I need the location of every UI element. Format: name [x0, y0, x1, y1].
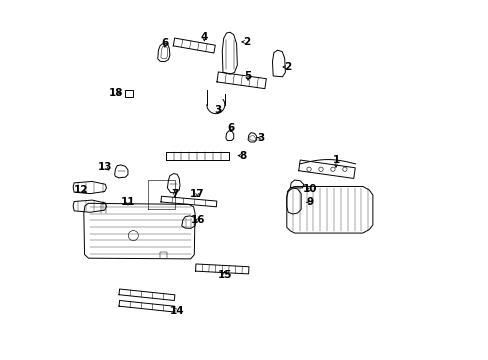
- Text: 9: 9: [305, 197, 313, 207]
- Text: 16: 16: [190, 215, 204, 225]
- Text: 10: 10: [302, 184, 316, 194]
- Text: 6: 6: [161, 38, 168, 48]
- Text: 3: 3: [214, 105, 221, 115]
- Text: 13: 13: [98, 162, 112, 172]
- Text: 3: 3: [257, 133, 264, 143]
- Text: 2: 2: [284, 62, 290, 72]
- Text: 18: 18: [109, 88, 123, 98]
- Text: 4: 4: [200, 32, 207, 41]
- Text: 12: 12: [74, 185, 88, 195]
- Text: 14: 14: [169, 306, 184, 316]
- Text: 8: 8: [239, 150, 246, 161]
- Text: 6: 6: [227, 123, 234, 133]
- Text: 2: 2: [242, 37, 249, 47]
- Text: 11: 11: [121, 197, 135, 207]
- Bar: [125, 90, 133, 97]
- Text: 5: 5: [244, 71, 251, 81]
- Text: 17: 17: [189, 189, 204, 199]
- Text: 7: 7: [170, 189, 178, 199]
- Text: 1: 1: [332, 155, 339, 165]
- Text: 15: 15: [217, 270, 231, 280]
